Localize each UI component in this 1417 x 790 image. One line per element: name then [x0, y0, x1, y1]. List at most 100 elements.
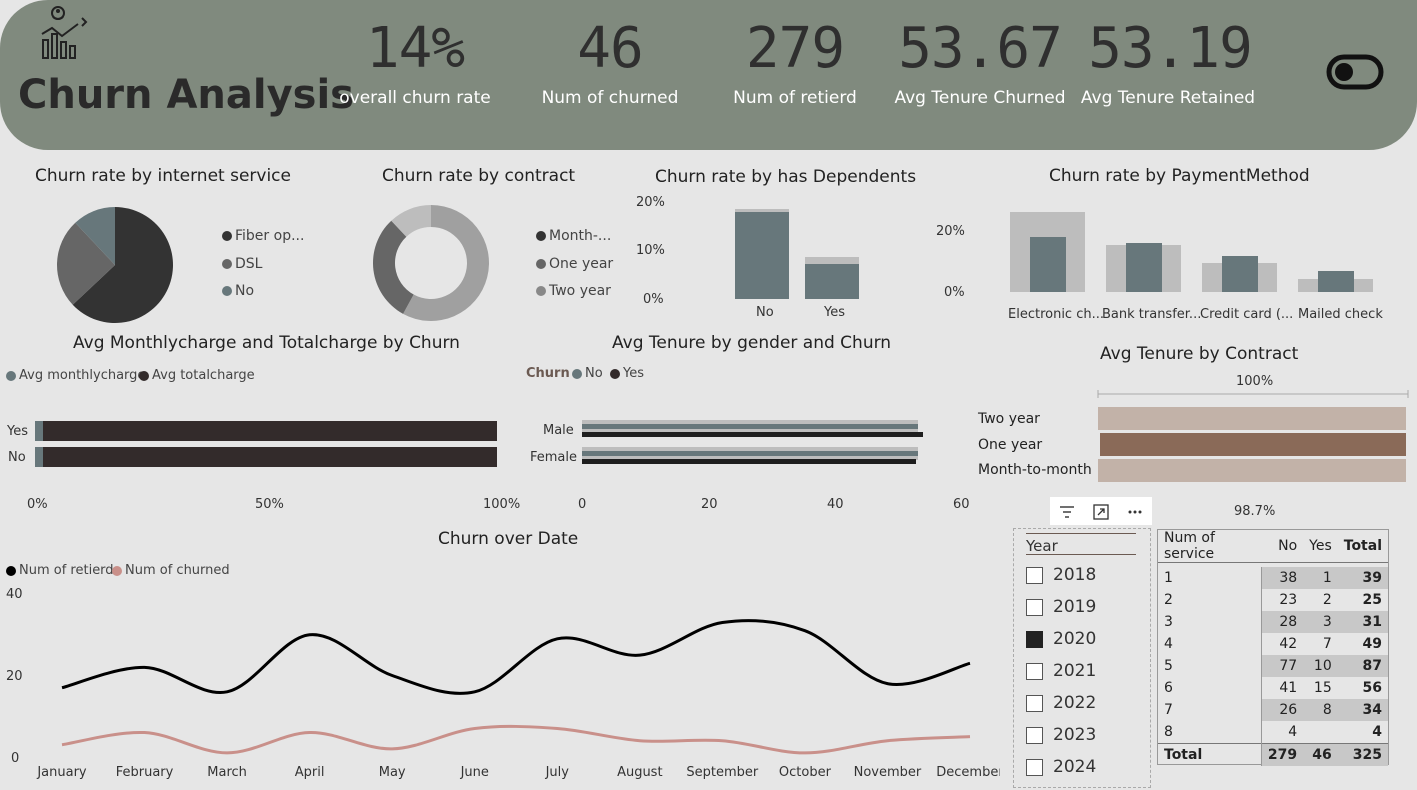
gender-tick-20: 20	[701, 497, 718, 512]
charges-cat-no: No	[8, 450, 26, 465]
line-month-label: January	[36, 765, 87, 780]
line-month-label: February	[116, 765, 174, 780]
people-chart-icon	[41, 6, 88, 59]
kpi-churned-value: 46	[577, 16, 643, 81]
gender-legend-no[interactable]: No	[572, 366, 603, 381]
contract-legend-1[interactable]: One year	[536, 256, 613, 272]
internet-pie-chart[interactable]	[50, 200, 180, 330]
matrix-header-no[interactable]: No	[1278, 538, 1298, 554]
charges-bar-yes-monthly	[35, 421, 43, 441]
tenure-contract-cat-2: Month-to-month	[978, 462, 1092, 478]
dependents-bar-chart[interactable]	[720, 200, 880, 300]
payment-bar-chart[interactable]	[1000, 205, 1390, 295]
more-options-icon[interactable]	[1126, 503, 1144, 521]
payment-bar-credit	[1222, 256, 1258, 292]
charges-tick-50: 50%	[255, 497, 284, 512]
internet-legend-2[interactable]: No	[222, 283, 254, 299]
gender-tick-60: 60	[953, 497, 970, 512]
gender-tick-0: 0	[578, 497, 587, 512]
year-option-2024[interactable]: 2024	[1026, 757, 1096, 777]
payment-tick-0: 0%	[944, 285, 965, 300]
internet-legend-1[interactable]: DSL	[222, 256, 262, 272]
checkbox-checked-icon	[1026, 630, 1043, 648]
kpi-retired-label: Num of retierd	[733, 88, 857, 108]
payment-cat-1: Bank transfer...	[1102, 307, 1202, 322]
line-month-label: April	[295, 765, 325, 780]
charges-chart-title: Avg Monthlycharge and Totalcharge by Chu…	[73, 333, 460, 353]
tenure-contract-title: Avg Tenure by Contract	[1100, 344, 1299, 364]
slicer-top-rule	[1026, 533, 1136, 534]
line-month-label: October	[779, 765, 832, 780]
charges-legend-0[interactable]: Avg monthlycharge	[6, 368, 145, 383]
year-option-2023[interactable]: 2023	[1026, 725, 1096, 745]
line-legend-retired[interactable]: Num of retierd	[6, 563, 114, 578]
tenure-contract-bar-two-year	[1098, 407, 1406, 430]
kpi-churn-rate-label: overall churn rate	[339, 88, 491, 108]
matrix-total-row: Total 279 46 325	[1158, 743, 1388, 766]
table-row: 3 28 3 31	[1158, 611, 1388, 633]
matrix-header-service[interactable]: Num of service	[1164, 530, 1215, 562]
year-option-2019[interactable]: 2019	[1026, 597, 1096, 617]
donut-slice-one-year	[373, 220, 414, 314]
matrix-header-yes[interactable]: Yes	[1309, 538, 1332, 554]
charges-bar-yes-total	[43, 421, 497, 441]
line-month-label: July	[545, 765, 570, 780]
service-matrix: Num of service No Yes Total 1 38 1 39 2 23 2 2…	[1157, 529, 1389, 766]
payment-cat-3: Mailed check	[1298, 307, 1383, 322]
line-month-label: May	[379, 765, 406, 780]
slicer-title: Year	[1026, 537, 1058, 555]
donut-slice-month	[403, 205, 489, 321]
line-month-label: March	[207, 765, 247, 780]
line-legend-churned[interactable]: Num of churned	[112, 563, 230, 578]
dependents-bar-no	[735, 212, 789, 299]
tenure-contract-bar-month	[1098, 459, 1406, 482]
gender-legend-yes[interactable]: Yes	[610, 366, 644, 381]
internet-legend-0[interactable]: Fiber op...	[222, 228, 304, 244]
gender-bar-chart[interactable]	[582, 418, 932, 470]
contract-legend-0[interactable]: Month-...	[536, 228, 611, 244]
payment-cat-2: Credit card (...	[1200, 307, 1294, 322]
donut-slice-two-year	[391, 205, 431, 237]
table-row: 5 77 10 87	[1158, 655, 1388, 677]
charges-legend-1[interactable]: Avg totalcharge	[139, 368, 255, 383]
toggle-switch-icon[interactable]	[1326, 54, 1386, 90]
kpi-retired-value: 279	[745, 16, 845, 81]
charges-cat-yes: Yes	[7, 424, 28, 439]
contract-donut-chart[interactable]	[368, 200, 494, 326]
matrix-header-total[interactable]: Total	[1343, 538, 1382, 554]
dependents-bar-yes	[805, 264, 859, 299]
line-month-label: June	[460, 765, 489, 780]
filter-icon[interactable]	[1058, 503, 1076, 521]
gender-bar-female-no	[582, 451, 918, 456]
charges-bar-chart[interactable]	[35, 418, 505, 470]
line-month-label: December	[936, 765, 1000, 780]
payment-tick-20: 20%	[936, 224, 965, 239]
gender-chart-title: Avg Tenure by gender and Churn	[612, 333, 892, 353]
kpi-tenure-churned-label: Avg Tenure Churned	[894, 88, 1066, 108]
slicer-title-rule	[1026, 554, 1136, 555]
focus-mode-icon[interactable]	[1092, 503, 1110, 521]
kpi-tenure-retained-value: 53.19	[1088, 16, 1253, 81]
line-churned-series	[61, 724, 971, 755]
line-month-label: November	[854, 765, 922, 780]
contract-legend-2[interactable]: Two year	[536, 283, 611, 299]
year-option-2022[interactable]: 2022	[1026, 693, 1096, 713]
line-tick-40: 40	[6, 587, 23, 602]
checkbox-icon	[1026, 726, 1043, 744]
checkbox-icon	[1026, 662, 1043, 680]
kpi-tenure-churned-value: 53.67	[898, 16, 1063, 81]
year-option-2021[interactable]: 2021	[1026, 661, 1096, 681]
line-month-label: September	[686, 765, 759, 780]
line-chart[interactable]: January February March April May June July Augu…	[0, 580, 1000, 790]
charges-tick-0: 0%	[27, 497, 48, 512]
year-option-2020[interactable]: 2020	[1026, 629, 1096, 649]
gender-cat-male: Male	[543, 423, 574, 438]
header-banner	[0, 0, 1417, 150]
table-row: 7 26 8 34	[1158, 699, 1388, 721]
checkbox-icon	[1026, 694, 1043, 712]
kpi-churn-rate-value: 14%	[365, 16, 465, 81]
charges-bar-no-monthly	[35, 447, 43, 467]
dependents-chart-title: Churn rate by has Dependents	[655, 167, 917, 187]
year-option-2018[interactable]: 2018	[1026, 565, 1096, 585]
tenure-contract-bar-chart[interactable]	[1096, 390, 1412, 490]
